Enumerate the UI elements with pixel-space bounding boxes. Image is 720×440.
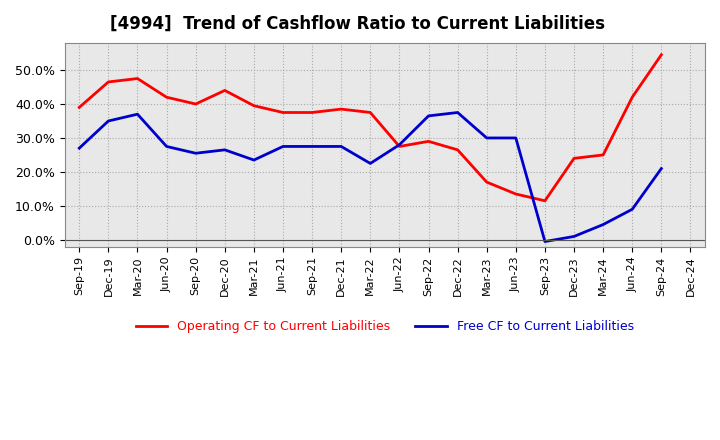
Operating CF to Current Liabilities <box>162 95 171 100</box>
Operating CF to Current Liabilities <box>395 144 404 149</box>
Operating CF to Current Liabilities <box>279 110 287 115</box>
Line: Operating CF to Current Liabilities: Operating CF to Current Liabilities <box>79 55 662 201</box>
Operating CF to Current Liabilities <box>628 95 636 100</box>
Operating CF to Current Liabilities <box>454 147 462 153</box>
Operating CF to Current Liabilities <box>220 88 229 93</box>
Free CF to Current Liabilities <box>104 118 113 124</box>
Free CF to Current Liabilities <box>133 112 142 117</box>
Operating CF to Current Liabilities <box>307 110 316 115</box>
Free CF to Current Liabilities <box>279 144 287 149</box>
Operating CF to Current Liabilities <box>250 103 258 108</box>
Operating CF to Current Liabilities <box>541 198 549 203</box>
Operating CF to Current Liabilities <box>511 191 520 197</box>
Operating CF to Current Liabilities <box>424 139 433 144</box>
Operating CF to Current Liabilities <box>599 152 608 158</box>
Free CF to Current Liabilities <box>541 239 549 244</box>
Free CF to Current Liabilities <box>75 146 84 151</box>
Free CF to Current Liabilities <box>395 142 404 147</box>
Operating CF to Current Liabilities <box>657 52 666 57</box>
Operating CF to Current Liabilities <box>366 110 374 115</box>
Free CF to Current Liabilities <box>570 234 578 239</box>
Operating CF to Current Liabilities <box>482 180 491 185</box>
Free CF to Current Liabilities <box>162 144 171 149</box>
Operating CF to Current Liabilities <box>133 76 142 81</box>
Operating CF to Current Liabilities <box>570 156 578 161</box>
Legend: Operating CF to Current Liabilities, Free CF to Current Liabilities: Operating CF to Current Liabilities, Fre… <box>131 315 639 338</box>
Free CF to Current Liabilities <box>307 144 316 149</box>
Operating CF to Current Liabilities <box>104 79 113 84</box>
Free CF to Current Liabilities <box>250 158 258 163</box>
Operating CF to Current Liabilities <box>75 105 84 110</box>
Free CF to Current Liabilities <box>482 136 491 141</box>
Operating CF to Current Liabilities <box>192 101 200 106</box>
Free CF to Current Liabilities <box>628 207 636 212</box>
Free CF to Current Liabilities <box>424 113 433 118</box>
Free CF to Current Liabilities <box>192 150 200 156</box>
Free CF to Current Liabilities <box>454 110 462 115</box>
Text: [4994]  Trend of Cashflow Ratio to Current Liabilities: [4994] Trend of Cashflow Ratio to Curren… <box>109 15 605 33</box>
Free CF to Current Liabilities <box>337 144 346 149</box>
Free CF to Current Liabilities <box>220 147 229 153</box>
Line: Free CF to Current Liabilities: Free CF to Current Liabilities <box>79 113 662 242</box>
Free CF to Current Liabilities <box>511 136 520 141</box>
Free CF to Current Liabilities <box>657 166 666 171</box>
Operating CF to Current Liabilities <box>337 106 346 112</box>
Free CF to Current Liabilities <box>366 161 374 166</box>
Free CF to Current Liabilities <box>599 222 608 227</box>
